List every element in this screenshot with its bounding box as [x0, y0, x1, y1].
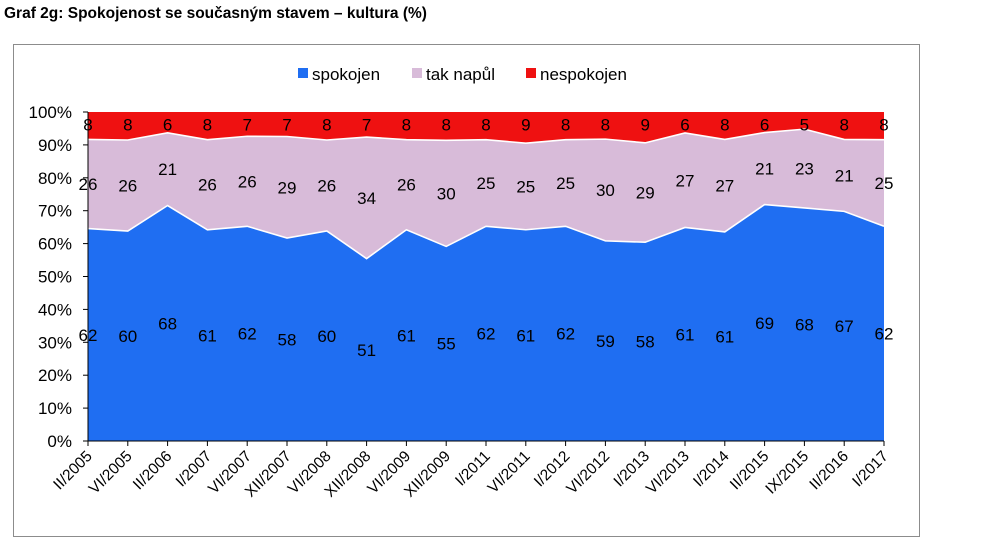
x-tick-label: II/2016	[806, 448, 852, 494]
data-label-spokojen: 61	[198, 326, 217, 345]
data-label-tak-napůl: 25	[875, 174, 894, 193]
y-tick-label: 70%	[38, 202, 72, 221]
data-label-spokojen: 62	[556, 325, 575, 344]
data-label-nespokojen: 5	[800, 116, 809, 135]
data-label-nespokojen: 6	[163, 116, 172, 135]
area-layers	[87, 112, 885, 441]
series-boundary	[87, 203, 885, 260]
y-tick-label: 40%	[38, 300, 72, 319]
data-label-tak-napůl: 25	[477, 174, 496, 193]
data-label-tak-napůl: 21	[158, 160, 177, 179]
data-label-tak-napůl: 26	[238, 172, 257, 191]
data-label-spokojen: 61	[715, 327, 734, 346]
area-spokojen	[88, 204, 884, 441]
legend-swatch	[298, 68, 308, 78]
legend-swatch	[412, 68, 422, 78]
data-label-tak-napůl: 25	[516, 177, 535, 196]
y-tick-label: 10%	[38, 399, 72, 418]
data-label-nespokojen: 8	[441, 116, 450, 135]
data-label-spokojen: 69	[755, 314, 774, 333]
data-label-spokojen: 62	[477, 325, 496, 344]
data-label-tak-napůl: 23	[795, 160, 814, 179]
data-label-nespokojen: 8	[123, 116, 132, 135]
data-label-spokojen: 60	[317, 327, 336, 346]
data-label-nespokojen: 9	[640, 116, 649, 135]
data-label-spokojen: 68	[795, 315, 814, 334]
y-tick-label: 100%	[29, 103, 72, 122]
data-label-tak-napůl: 30	[596, 181, 615, 200]
area-tak-napůl	[88, 129, 884, 259]
x-tick-label: I/2017	[849, 448, 892, 491]
data-label-nespokojen: 7	[362, 116, 371, 135]
data-label-tak-napůl: 27	[676, 171, 695, 190]
area-nespokojen	[88, 112, 884, 144]
data-label-spokojen: 61	[397, 326, 416, 345]
x-tick-label: VI/2005	[86, 448, 136, 498]
legend-label: spokojen	[312, 65, 380, 84]
data-label-spokojen: 59	[596, 332, 615, 351]
data-label-nespokojen: 8	[83, 116, 92, 135]
y-tick-label: 20%	[38, 366, 72, 385]
data-label-nespokojen: 8	[839, 116, 848, 135]
chart-title: Graf 2g: Spokojenost se současným stavem…	[4, 5, 427, 22]
y-tick-label: 0%	[47, 432, 72, 451]
data-label-nespokojen: 7	[242, 116, 251, 135]
x-tick-label: VI/2012	[563, 448, 613, 498]
data-label-tak-napůl: 34	[357, 189, 376, 208]
data-label-spokojen: 55	[437, 335, 456, 354]
data-label-nespokojen: 8	[203, 116, 212, 135]
data-label-spokojen: 61	[676, 325, 695, 344]
data-label-spokojen: 60	[118, 327, 137, 346]
data-label-tak-napůl: 27	[715, 177, 734, 196]
y-tick-label: 90%	[38, 136, 72, 155]
data-label-tak-napůl: 21	[755, 160, 774, 179]
legend-label: nespokojen	[540, 65, 627, 84]
data-label-spokojen: 61	[516, 326, 535, 345]
data-label-spokojen: 62	[875, 325, 894, 344]
data-label-tak-napůl: 26	[397, 176, 416, 195]
data-label-spokojen: 68	[158, 314, 177, 333]
legend: spokojen tak napůl nespokojen	[298, 65, 627, 84]
data-label-spokojen: 51	[357, 341, 376, 360]
data-label-nespokojen: 8	[601, 116, 610, 135]
y-tick-label: 50%	[38, 268, 72, 287]
x-tick-label: II/2006	[130, 448, 176, 494]
data-label-nespokojen: 9	[521, 116, 530, 135]
data-label-tak-napůl: 21	[835, 166, 854, 185]
data-label-nespokojen: 8	[322, 116, 331, 135]
x-tick-label: I/2014	[690, 448, 733, 491]
data-label-tak-napůl: 30	[437, 184, 456, 203]
data-label-nespokojen: 6	[680, 116, 689, 135]
x-tick-label: VI/2013	[643, 448, 693, 498]
data-label-nespokojen: 8	[561, 116, 570, 135]
data-label-spokojen: 58	[636, 333, 655, 352]
data-label-spokojen: 58	[278, 331, 297, 350]
data-label-tak-napůl: 26	[198, 176, 217, 195]
x-tick-label: IX/2015	[762, 448, 812, 498]
legend-swatch	[526, 68, 536, 78]
data-label-nespokojen: 7	[282, 116, 291, 135]
data-label-nespokojen: 8	[402, 116, 411, 135]
data-label-tak-napůl: 29	[278, 178, 297, 197]
x-tick-label: VI/2011	[485, 448, 534, 497]
data-label-nespokojen: 8	[481, 116, 490, 135]
data-label-spokojen: 62	[238, 325, 257, 344]
data-label-nespokojen: 8	[879, 116, 888, 135]
data-label-nespokojen: 6	[760, 116, 769, 135]
y-tick-label: 30%	[38, 333, 72, 352]
data-label-tak-napůl: 26	[118, 177, 137, 196]
y-tick-label: 80%	[38, 169, 72, 188]
data-label-tak-napůl: 26	[79, 175, 98, 194]
data-label-tak-napůl: 25	[556, 174, 575, 193]
data-label-nespokojen: 8	[720, 116, 729, 135]
y-tick-label: 60%	[38, 235, 72, 254]
series-boundary	[87, 128, 885, 144]
data-label-spokojen: 62	[79, 326, 98, 345]
data-label-tak-napůl: 29	[636, 184, 655, 203]
data-label-tak-napůl: 26	[317, 177, 336, 196]
legend-label: tak napůl	[426, 65, 495, 84]
data-label-spokojen: 67	[835, 317, 854, 336]
